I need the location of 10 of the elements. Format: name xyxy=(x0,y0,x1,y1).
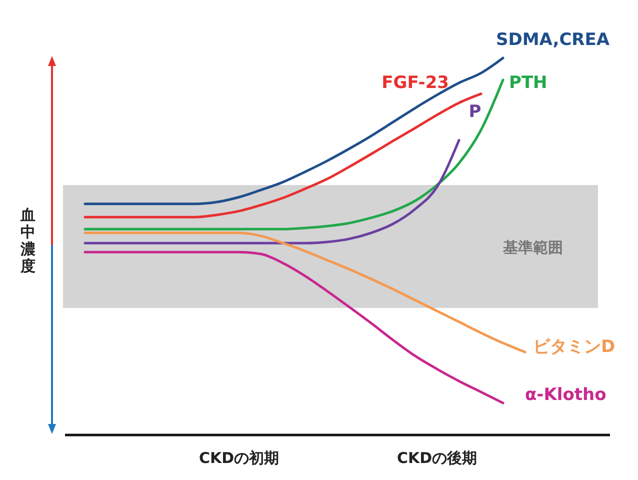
x-tick-label: CKDの初期 xyxy=(198,449,280,467)
series-label: SDMA,CREA xyxy=(496,30,610,50)
x-tick-label: CKDの後期 xyxy=(396,449,478,467)
series-label: ビタミンD xyxy=(533,337,616,358)
y-axis-title: 血中濃度 xyxy=(20,206,36,275)
series-label: FGF-23 xyxy=(382,72,449,93)
series-label: PTH xyxy=(509,72,548,93)
series-label: α-Klotho xyxy=(525,384,606,405)
band-label: 基準範囲 xyxy=(502,238,563,256)
series-label: P xyxy=(468,102,482,122)
